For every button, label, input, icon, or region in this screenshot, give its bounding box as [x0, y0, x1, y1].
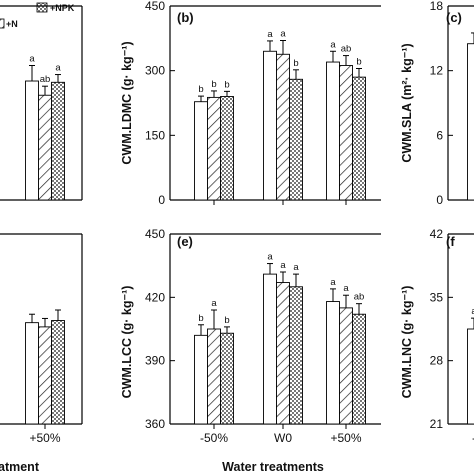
panel-f-significance-letter: a — [471, 306, 474, 317]
panel-e-significance-letter: a — [211, 298, 217, 309]
panel-b-significance-letter: b — [211, 79, 216, 90]
panel-c-bar — [467, 43, 474, 201]
panel-e-significance-letter: a — [280, 260, 286, 271]
panel-e-significance-letter: a — [330, 277, 336, 288]
panel-c-y-tick-label: 0 — [436, 193, 443, 207]
panel-b-significance-letter: a — [267, 29, 273, 40]
panel-f-x-tick-label: - — [472, 431, 474, 445]
panel-f-y-axis-title: CWM.LNC (g· kg⁻¹) — [400, 286, 414, 399]
panel-e-bar — [352, 313, 366, 425]
legend-label-npk: +NPK — [50, 3, 75, 13]
panel-c-label: (c) — [446, 10, 462, 25]
legend-label-n: +N — [6, 19, 18, 29]
chart-panel-c: CWM.SLA (m²· kg⁻¹) 0 6 12 18 (c) — [400, 0, 474, 207]
chart-panel-f: CWM.LNC (g· kg⁻¹) 21 28 35 42 a - (f — [400, 227, 474, 445]
panel-e-y-tick-label: 420 — [145, 290, 165, 304]
panel-b-significance-letter: ab — [341, 44, 352, 55]
panel-c-y-tick-label: 18 — [430, 0, 444, 13]
panel-e-significance-letter: a — [293, 262, 299, 273]
panel-b-significance-letter: b — [356, 57, 361, 68]
panel-e-bar — [289, 286, 303, 425]
panel-e-bar — [263, 273, 277, 425]
panel-d-bar — [51, 320, 65, 425]
panel-b-significance-letter: b — [224, 79, 229, 90]
panel-b-y-axis-title: CWM.LDMC (g· kg⁻¹) — [120, 41, 134, 164]
panel-e-x-tick-label: W0 — [274, 431, 292, 445]
panel-e-label: (e) — [177, 234, 193, 249]
panel-b-significance-letter: b — [198, 84, 203, 95]
panel-b-bar — [339, 65, 353, 201]
panel-e-bar — [194, 334, 208, 425]
panel-e-x-axis-title: Water treatments — [222, 460, 324, 474]
chart-panel-d: +50% atment — [0, 233, 83, 474]
panel-e-y-tick-label: 450 — [145, 227, 165, 241]
panel-a-significance-letter: a — [29, 53, 35, 64]
panel-d-x-axis-title: atment — [0, 460, 40, 474]
legend-swatch-npk — [36, 2, 48, 13]
panel-e-bar — [220, 332, 234, 425]
panel-b-bar — [326, 61, 340, 201]
panel-e-significance-letter: a — [267, 252, 273, 263]
panel-a-significance-letter: a — [55, 63, 61, 74]
panel-b-significance-letter: a — [280, 28, 286, 39]
panel-a-bar — [38, 94, 52, 201]
panel-f-y-tick-label: 35 — [430, 290, 444, 304]
panel-e-significance-letter: b — [198, 313, 203, 324]
panel-c-y-axis-title: CWM.SLA (m²· kg⁻¹) — [400, 43, 414, 162]
panel-e-significance-letter: a — [343, 283, 349, 294]
panel-b-y-tick-label: 150 — [145, 128, 165, 142]
panel-e-significance-letter: b — [224, 315, 229, 326]
panel-f-y-tick-label: 28 — [430, 354, 444, 368]
panel-b-bar — [194, 101, 208, 201]
panel-f-plot: 21 28 35 42 a - — [430, 227, 474, 445]
legend: +N +NPK — [0, 2, 75, 29]
panel-c-y-tick-label: 12 — [430, 64, 444, 78]
panel-e-x-tick-label: -50% — [200, 431, 228, 445]
panel-b-bar — [207, 96, 221, 201]
panel-c-y-tick-label: 6 — [436, 128, 443, 142]
panel-c-plot: 0 6 12 18 — [430, 0, 474, 207]
panel-e-bar — [207, 328, 221, 425]
legend-item-npk: +NPK — [36, 2, 75, 13]
panel-e-y-axis-title: CWM.LCC (g· kg⁻¹) — [120, 286, 134, 399]
panel-b-bar — [276, 53, 290, 201]
panel-b-bar — [289, 78, 303, 201]
panel-e-bar — [276, 282, 290, 425]
panel-b-y-tick-label: 300 — [145, 64, 165, 78]
panel-b-label: (b) — [177, 10, 194, 25]
panel-a-bar — [51, 81, 65, 201]
panel-b-significance-letter: b — [293, 58, 298, 69]
panel-b-bar — [263, 50, 277, 201]
panel-d-bar — [38, 326, 52, 425]
panel-e-y-tick-label: 360 — [145, 417, 165, 431]
panel-e-significance-letter: ab — [354, 292, 365, 303]
panel-f-label: (f — [446, 234, 455, 249]
panel-b-bar — [220, 96, 234, 201]
legend-item-n: +N — [0, 18, 18, 29]
panel-b-bar — [352, 76, 366, 201]
panel-f-y-tick-label: 21 — [430, 417, 444, 431]
panel-f-y-tick-label: 42 — [430, 227, 444, 241]
panel-d-bar — [25, 322, 39, 425]
panel-a-significance-letter: ab — [40, 74, 51, 85]
legend-swatch-n — [0, 18, 5, 29]
panel-d-plot: +50% — [0, 233, 83, 445]
panel-a-bar — [25, 80, 39, 201]
panel-b-significance-letter: a — [330, 39, 336, 50]
panel-f-bar — [467, 328, 474, 425]
panel-d-x-tick-label: +50% — [29, 431, 60, 445]
panel-e-bar — [326, 301, 340, 425]
panel-b-y-tick-label: 450 — [145, 0, 165, 13]
panel-e-bar — [339, 307, 353, 425]
panel-e-y-tick-label: 390 — [145, 354, 165, 368]
panel-e-x-tick-label: +50% — [330, 431, 361, 445]
panel-b-y-tick-label: 0 — [158, 193, 165, 207]
